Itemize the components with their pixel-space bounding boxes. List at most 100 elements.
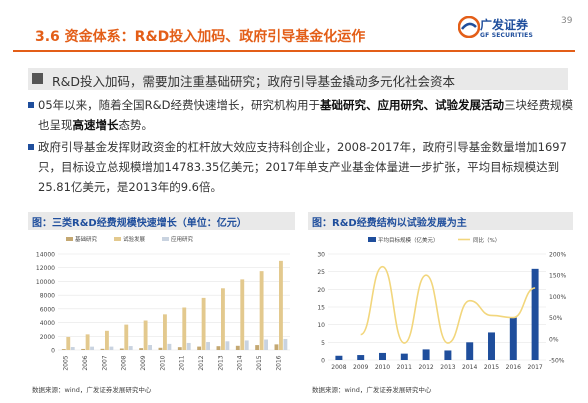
y-tick-label: 14000 [36,252,55,259]
y-tick-label: 25 [317,269,325,276]
bar [186,342,191,350]
paragraph-text: 三块经费规模也呈现 [38,98,573,132]
bar [444,350,452,360]
bar [163,314,167,350]
y-tick-label: 12000 [36,265,55,272]
slide-title: 3.6 资金体系：R&D投入加码、政府引导基金化运作 [35,29,366,45]
bar [240,279,245,350]
legend-swatch [368,237,376,242]
right-caption-text: 图：R&D经费结构以试验发展为主 [312,218,467,229]
paragraph-rd-growth: 05年以来，随着全国R&D经费快速增长，研究机构用于基础研究、应用研究、试验发展… [28,95,573,135]
bar [225,341,230,350]
y2-tick-label: -50% [549,358,565,365]
bar [221,288,225,350]
x-tick-label: 2016 [506,364,521,371]
y-tick-label: 0 [321,358,325,365]
bar [206,342,210,350]
left-source-note: 数据来源：wind，广发证券发展研究中心 [32,386,152,394]
legend-label: 平均目标规模（亿美元） [378,236,439,244]
x-tick-label: 2014 [237,355,244,370]
bar [264,339,268,350]
bar [148,344,152,350]
page-number: 39 [561,16,573,26]
bar [422,349,430,360]
y-tick-label: 30 [317,252,325,259]
company-logo: 广发证券 GF SECURITIES [458,14,538,46]
bar [177,347,182,350]
bullet-icon [28,144,34,150]
x-tick-label: 2013 [217,355,224,370]
bar [167,343,172,350]
y-tick-label: 10 [317,322,325,329]
bar [124,324,129,350]
bar [279,260,283,350]
x-tick-label: 2015 [484,364,499,371]
bar [400,353,408,360]
paragraph-text: 05年以来，随着全国R&D经费快速增长，研究机构用于 [38,98,320,112]
bar [466,342,474,360]
y-tick-label: 4000 [40,320,55,327]
paragraph-text: 政府引导基金发挥财政资金的杠杆放大效应支持科创企业，2008-2017年，政府引… [38,140,567,194]
legend-label: 试验发展 [123,235,146,243]
bar [128,346,133,350]
x-tick-label: 2005 [63,355,70,370]
paragraph-text: 态势。 [118,118,154,132]
bar [81,348,86,350]
paragraph-bold: 高速增长 [72,118,119,132]
bar [235,345,240,350]
legend-swatch [66,237,73,241]
series-line-yoy [360,265,536,344]
bar [244,340,249,350]
y2-tick-label: 150% [549,273,566,280]
legend-label: 同比（%） [473,236,500,244]
bar [182,307,187,350]
legend-swatch [162,237,169,241]
y-tick-label: 8000 [40,293,55,300]
y2-tick-label: 100% [549,294,566,301]
bar [201,297,206,350]
section-subhead: R&D投入加码，需要加注重基础研究；政府引导基金撬动多元化社会资本 [28,68,568,90]
bar [283,338,288,350]
y-tick-label: 2000 [40,334,55,341]
x-tick-label: 2017 [527,364,542,371]
bar [197,346,202,350]
bar [143,320,148,350]
legend-label: 基础研究 [75,235,98,243]
x-tick-label: 2009 [140,355,147,370]
y-tick-label: 6000 [40,306,55,313]
square-bullet-icon [32,73,43,84]
x-tick-label: 2012 [198,355,205,370]
x-tick-label: 2008 [331,364,346,371]
bar [139,348,144,350]
y-tick-label: 20 [317,287,325,294]
bar [379,352,386,360]
y-tick-label: 10000 [36,279,55,286]
legend-label: 应用研究 [171,235,194,243]
x-tick-label: 2009 [353,364,368,371]
paragraph-guidance-fund: 政府引导基金发挥财政资金的杠杆放大效应支持科创企业，2008-2017年，政府引… [28,137,573,197]
x-tick-label: 2013 [440,364,455,371]
bar [90,346,94,350]
bar [255,345,260,350]
bar [488,332,495,360]
bar [119,348,124,350]
x-tick-label: 2011 [179,355,186,370]
y2-tick-label: 50% [549,315,563,322]
rd-funding-chart: 0 2000 4000 6000 8000 10000 12000 14000 基础研究 试验发展… [36,235,290,371]
title-divider [13,50,575,52]
bar [100,348,105,350]
bar [531,268,539,360]
x-tick-label: 2016 [275,355,282,370]
bar [158,347,163,350]
bar [509,317,517,360]
gf-logo-icon [458,16,480,38]
x-tick-label: 2007 [101,355,108,370]
x-tick-label: 2010 [375,364,390,371]
bar [61,349,66,350]
bar [70,347,75,350]
bar [259,271,264,350]
x-tick-label: 2010 [159,355,166,370]
paragraph-bold: 基础研究、应用研究、试验发展活动 [319,98,504,112]
x-tick-label: 2014 [462,364,477,371]
bar [85,334,90,350]
